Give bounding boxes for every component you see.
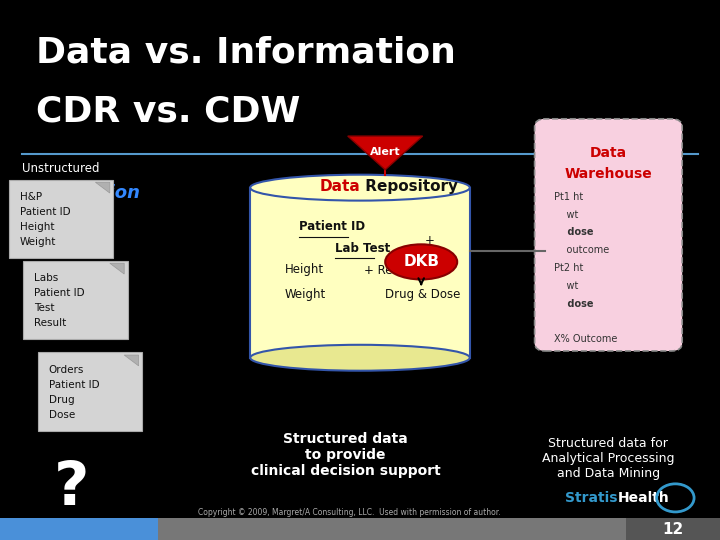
FancyBboxPatch shape <box>626 518 720 540</box>
Ellipse shape <box>251 345 470 370</box>
Text: wt: wt <box>554 281 578 291</box>
FancyBboxPatch shape <box>23 260 128 339</box>
Text: ?: ? <box>54 459 90 518</box>
Text: Copyright © 2009, Margret/A Consulting, LLC.  Used with permission of author.: Copyright © 2009, Margret/A Consulting, … <box>198 508 500 517</box>
FancyBboxPatch shape <box>9 179 114 258</box>
FancyBboxPatch shape <box>37 352 143 431</box>
Text: Health: Health <box>618 491 670 505</box>
Polygon shape <box>348 136 423 170</box>
Text: Patient ID: Patient ID <box>299 220 365 233</box>
Text: Drug: Drug <box>48 395 74 405</box>
Text: Patient ID: Patient ID <box>34 288 85 298</box>
Text: Patient ID: Patient ID <box>48 380 99 390</box>
Text: Test: Test <box>34 303 55 313</box>
Text: Structured data
to provide
clinical decision support: Structured data to provide clinical deci… <box>251 432 441 478</box>
FancyBboxPatch shape <box>251 187 470 357</box>
Text: DKB: DKB <box>403 254 439 269</box>
Ellipse shape <box>385 244 457 280</box>
Ellipse shape <box>251 175 470 201</box>
Text: Height: Height <box>20 222 54 232</box>
Text: Unstructured: Unstructured <box>22 162 99 175</box>
Text: Data: Data <box>590 146 627 160</box>
Text: CDR vs. CDW: CDR vs. CDW <box>36 94 300 129</box>
Text: Height: Height <box>284 264 323 276</box>
Text: wt: wt <box>554 210 578 220</box>
Text: Drug & Dose: Drug & Dose <box>385 288 461 301</box>
Text: Weight: Weight <box>284 288 325 301</box>
Text: Lab Test: Lab Test <box>335 242 390 255</box>
Text: X% Outcome: X% Outcome <box>554 334 618 345</box>
Polygon shape <box>96 183 110 193</box>
Text: Dose: Dose <box>48 410 75 420</box>
Text: dose: dose <box>554 227 593 238</box>
Text: H&P: H&P <box>20 192 42 202</box>
Text: Warehouse: Warehouse <box>564 167 652 181</box>
Text: 12: 12 <box>662 522 684 537</box>
Text: Structured data for
Analytical Processing
and Data Mining: Structured data for Analytical Processin… <box>542 437 675 481</box>
Polygon shape <box>109 263 124 274</box>
FancyBboxPatch shape <box>0 518 158 540</box>
Text: dose: dose <box>554 299 593 309</box>
FancyBboxPatch shape <box>534 119 682 351</box>
Text: Data: Data <box>319 179 360 193</box>
Text: Pt1 ht: Pt1 ht <box>554 192 583 202</box>
Text: Weight: Weight <box>20 238 56 247</box>
Text: Alert: Alert <box>370 147 400 157</box>
Text: Patient ID: Patient ID <box>20 207 71 217</box>
Polygon shape <box>125 355 138 366</box>
Text: Stratis: Stratis <box>565 491 618 505</box>
Text: Data vs. Information: Data vs. Information <box>36 35 456 69</box>
FancyBboxPatch shape <box>158 518 626 540</box>
Text: Result: Result <box>34 319 66 328</box>
Text: Pt2 ht: Pt2 ht <box>554 263 583 273</box>
Text: Labs: Labs <box>34 273 58 283</box>
Text: +: + <box>425 234 435 247</box>
Text: information: information <box>22 184 140 201</box>
Text: Orders: Orders <box>48 365 84 375</box>
Text: outcome: outcome <box>554 245 609 255</box>
Text: Repository: Repository <box>360 179 458 193</box>
Text: + Result: + Result <box>364 264 414 276</box>
